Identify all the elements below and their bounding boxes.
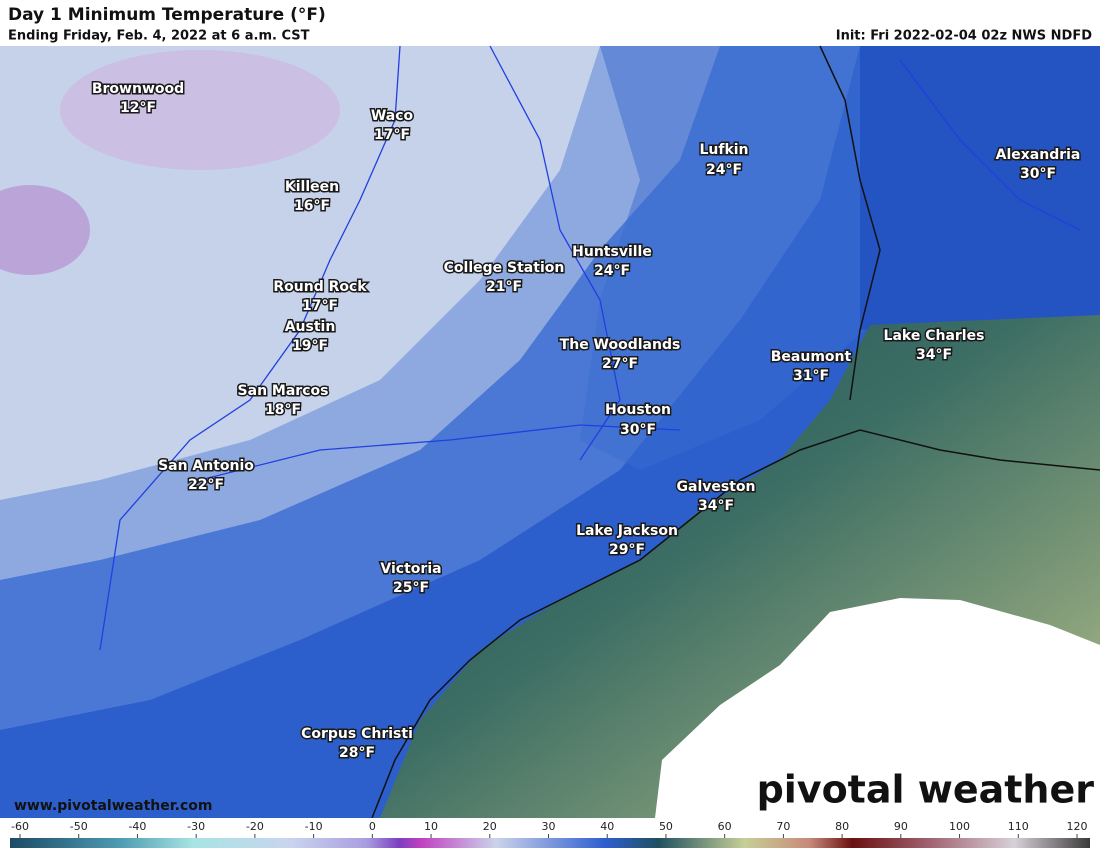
tick-label: -20: [246, 820, 264, 833]
header-bg: [0, 0, 1100, 46]
state-border: [819, 45, 881, 401]
city-name: The Woodlands: [560, 337, 681, 353]
city-name: Houston: [605, 402, 671, 418]
city-temp: 17°F: [302, 298, 338, 314]
region: [60, 50, 340, 170]
rivers: [99, 45, 1081, 651]
init-time: Init: Fri 2022-02-04 02z NWS NDFD: [836, 29, 1092, 44]
city-name: San Marcos: [238, 383, 329, 399]
colorbar-ticks: -60 -50 -40 -30 -20 -10 0 10 20 30 40 50 60 70 80 90 100…: [11, 820, 1088, 838]
tick-label: 50: [659, 820, 673, 833]
city-temp: 12°F: [120, 100, 156, 116]
city-name: Austin: [285, 319, 336, 335]
city-name: Beaumont: [771, 349, 852, 365]
city-temp: 25°F: [393, 580, 429, 596]
coastline: [371, 429, 1100, 819]
city-name: College Station: [444, 260, 565, 276]
city-temp: 24°F: [706, 162, 742, 178]
city-name: Galveston: [677, 479, 756, 495]
city-name: Alexandria: [996, 147, 1081, 163]
city-temp: 21°F: [486, 279, 522, 295]
subtitle: Ending Friday, Feb. 4, 2022 at 6 a.m. CS…: [8, 29, 310, 44]
logo: pivotal weather: [757, 768, 1095, 812]
city-temp: 29°F: [609, 542, 645, 558]
city-temp: 31°F: [793, 368, 829, 384]
map-layers: [0, 45, 1100, 819]
city-temp: 19°F: [292, 338, 328, 354]
region: [0, 185, 90, 275]
city-name: Killeen: [285, 179, 339, 195]
city-name: Huntsville: [572, 244, 652, 260]
tick-label: 60: [718, 820, 732, 833]
city-temp: 34°F: [698, 498, 734, 514]
city-temp: 24°F: [594, 263, 630, 279]
city-temp: 27°F: [602, 356, 638, 372]
tick-label: -50: [70, 820, 88, 833]
website: www.pivotalweather.com: [14, 798, 213, 814]
tick-label: -10: [305, 820, 323, 833]
tick-label: 0: [369, 820, 376, 833]
tick-label: 80: [835, 820, 849, 833]
city-temp: 30°F: [620, 422, 656, 438]
tick-label: 70: [776, 820, 790, 833]
tick-label: -40: [128, 820, 146, 833]
tick-label: 110: [1008, 820, 1029, 833]
region: [860, 46, 1100, 330]
city-temp: 34°F: [916, 347, 952, 363]
city-name: Lufkin: [699, 142, 748, 158]
city-temp: 18°F: [265, 402, 301, 418]
city-name: Victoria: [380, 561, 441, 577]
city-name: Lake Jackson: [576, 523, 678, 539]
tick-label: 30: [542, 820, 556, 833]
city-temp: 30°F: [1020, 166, 1056, 182]
city-temp: 28°F: [339, 745, 375, 761]
city-temp: 17°F: [374, 127, 410, 143]
city-temp: 16°F: [294, 198, 330, 214]
city-labels: Brownwood 12°F Waco 17°F Killeen 16°F Round Ro…: [90, 80, 1082, 763]
city-temp: 22°F: [188, 477, 224, 493]
city-name: Round Rock: [273, 279, 367, 295]
city-name: San Antonio: [158, 458, 254, 474]
region: [580, 46, 900, 470]
tick-label: 100: [949, 820, 970, 833]
city-name: Brownwood: [92, 81, 184, 97]
city-name: Lake Charles: [884, 328, 985, 344]
title: Day 1 Minimum Temperature (°F): [8, 5, 326, 25]
city-name: Corpus Christi: [301, 726, 413, 742]
tick-label: 20: [483, 820, 497, 833]
tick-label: 10: [424, 820, 438, 833]
tick-label: 90: [894, 820, 908, 833]
no-data: [655, 598, 1100, 818]
tick-label: 40: [600, 820, 614, 833]
colorbar: [10, 838, 1090, 848]
city-name: Waco: [371, 108, 414, 124]
tick-label: 120: [1067, 820, 1088, 833]
tick-label: -30: [187, 820, 205, 833]
tick-label: -60: [11, 820, 29, 833]
